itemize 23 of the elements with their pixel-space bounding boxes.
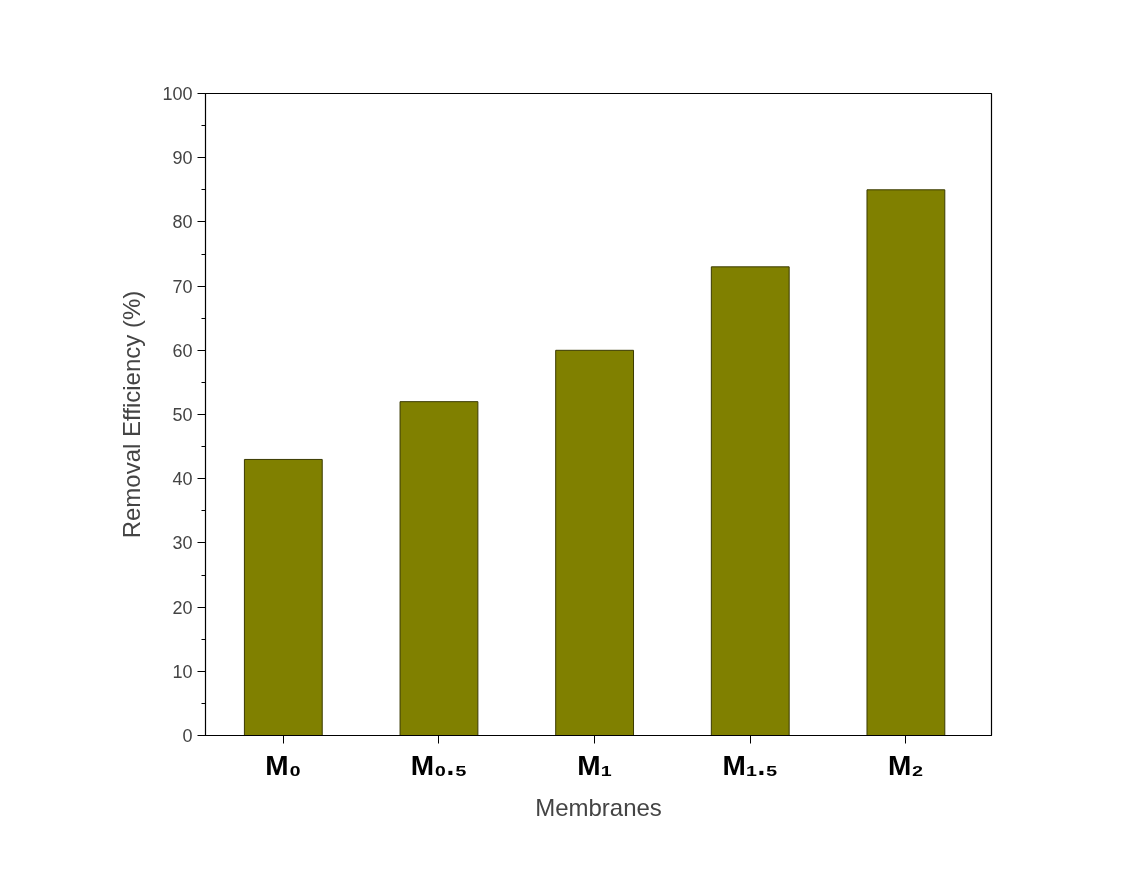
y-tick-label: 30: [172, 533, 193, 554]
y-tick-label: 20: [172, 597, 193, 618]
y-tick-label: 10: [172, 661, 193, 682]
y-tick-label: 80: [172, 212, 193, 233]
x-tick-label: M₂: [888, 749, 924, 781]
y-tick-label: 60: [172, 340, 193, 361]
y-tick-label: 70: [172, 276, 193, 297]
bar: [710, 266, 790, 736]
x-tick-label: M₀: [265, 749, 302, 781]
x-tick-label: M₁: [577, 749, 613, 781]
x-axis-title: Membranes: [535, 793, 662, 821]
y-tick-label: 50: [172, 405, 193, 425]
x-tick-label: M₀.₅: [410, 749, 468, 781]
x-tick-label: M₁.₅: [722, 749, 779, 781]
bar: [555, 349, 635, 736]
y-axis-title: Removal Efficiency (%): [118, 290, 146, 539]
y-tick-label: 100: [162, 84, 193, 104]
bar: [399, 401, 479, 736]
y-tick-label: 40: [172, 469, 193, 490]
y-tick-label: 0: [182, 726, 193, 746]
y-tick-label: 90: [172, 148, 193, 169]
bar: [243, 458, 323, 736]
bar: [866, 189, 946, 736]
